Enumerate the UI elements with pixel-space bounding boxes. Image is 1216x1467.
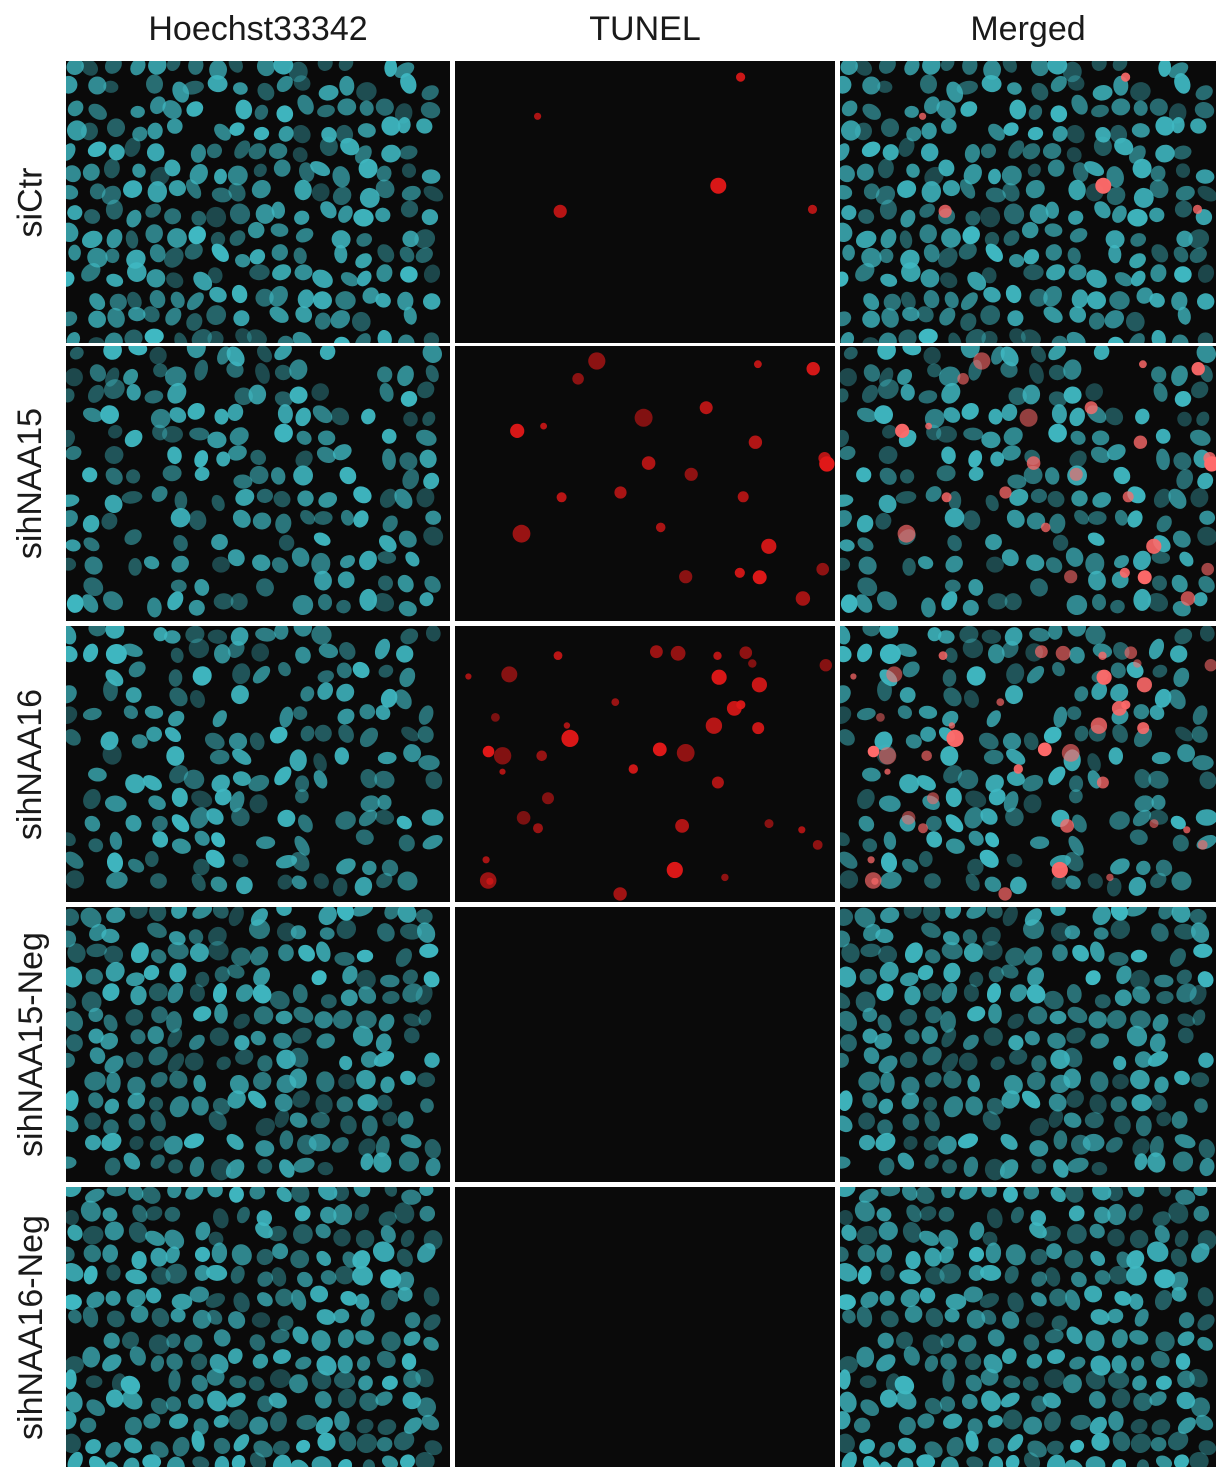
micrograph-tunel-sihnaa16 <box>455 626 835 902</box>
micrograph-merged-sihnaa15 <box>840 346 1216 621</box>
micrograph-merged-sictr <box>840 61 1216 343</box>
micrograph-hoechst-sihnaa15-neg <box>66 907 450 1182</box>
column-header-merged: Merged <box>970 10 1086 48</box>
row-label-sihnaa15-neg: sihNAA15-Neg <box>11 932 50 1157</box>
micrograph-merged-sihnaa16-neg <box>840 1187 1216 1467</box>
micrograph-hoechst-sictr <box>66 61 450 343</box>
micrograph-tunel-sihnaa16-neg <box>455 1187 835 1467</box>
micrograph-tunel-sihnaa15 <box>455 346 835 621</box>
micrograph-tunel-sictr <box>455 61 835 343</box>
column-header-tunel: TUNEL <box>589 10 701 48</box>
row-label-sihnaa15: sihNAA15 <box>11 407 50 560</box>
micrograph-merged-sihnaa15-neg <box>840 907 1216 1182</box>
micrograph-hoechst-sihnaa15 <box>66 346 450 621</box>
micrograph-hoechst-sihnaa16-neg <box>66 1187 450 1467</box>
column-header-hoechst: Hoechst33342 <box>148 10 368 48</box>
micrograph-merged-sihnaa16 <box>840 626 1216 902</box>
row-label-sihnaa16-neg: sihNAA16-Neg <box>11 1214 50 1440</box>
micrograph-hoechst-sihnaa16 <box>66 626 450 902</box>
micrograph-tunel-sihnaa15-neg <box>455 907 835 1182</box>
row-label-sihnaa16: sihNAA16 <box>11 688 50 840</box>
row-label-sictr: siCtr <box>11 167 50 237</box>
